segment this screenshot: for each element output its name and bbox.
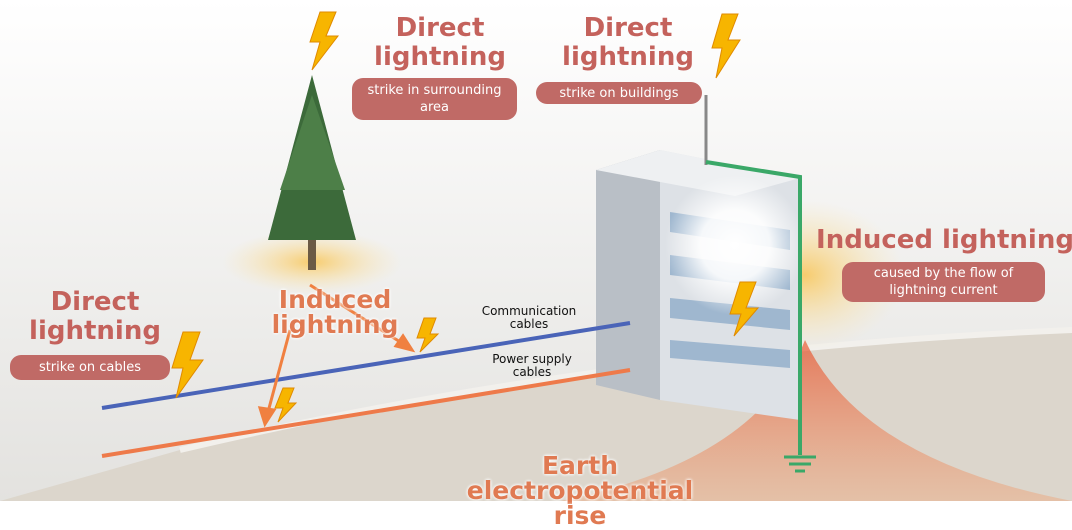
tree-label: Induced lightning — [268, 287, 402, 337]
label-caption: strike in surrounding area — [352, 78, 517, 120]
page: Direct lightning strike in surrounding a… — [0, 0, 1072, 501]
label-title: Direct lightning — [553, 14, 703, 72]
label-title: Direct lightning — [365, 14, 515, 72]
label-caption: strike on cables — [10, 355, 170, 380]
earth-label: Earth electropotential rise — [460, 453, 700, 528]
label-caption: strike on buildings — [536, 82, 702, 104]
cable-label: Power supply cables — [478, 353, 586, 379]
label-title: Direct lightning — [20, 288, 170, 346]
label-title: Induced lightning — [815, 226, 1072, 255]
cable-label: Communication cables — [472, 305, 586, 331]
label-caption: caused by the flow of lightning current — [842, 262, 1045, 302]
